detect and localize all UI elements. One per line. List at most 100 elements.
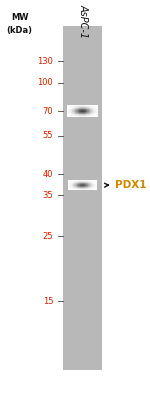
Bar [80,107,81,108]
Bar [78,105,79,106]
Bar [76,105,77,106]
Bar [72,107,73,108]
Bar [87,114,88,115]
Bar [71,106,72,107]
Bar [67,115,68,116]
Bar [83,110,84,111]
Bar [76,115,77,116]
Bar [87,112,88,113]
Bar [79,110,80,111]
Bar [86,114,87,115]
Bar [75,106,76,107]
Bar [78,111,79,112]
Bar [91,111,92,112]
Bar [85,111,86,112]
Bar [89,106,90,107]
Bar [72,113,73,114]
Bar [94,105,95,106]
Bar [77,116,78,117]
Bar [76,112,77,113]
Bar [68,108,69,109]
Bar [87,110,88,111]
Bar [90,111,91,112]
Bar [93,112,94,113]
Bar [83,116,84,117]
Bar [92,108,93,109]
Bar [91,115,92,116]
Bar [91,105,92,106]
Bar [74,112,75,113]
Bar [75,113,76,114]
Bar [89,108,90,109]
Bar [86,106,87,107]
Text: 55: 55 [43,132,53,140]
Bar [82,106,83,107]
Bar [73,105,74,106]
Bar [95,114,96,115]
Bar [87,115,88,116]
Bar [77,107,78,108]
Bar [82,109,83,110]
Bar [73,115,74,116]
Bar [95,110,96,111]
Bar [78,112,79,113]
Bar [75,111,76,112]
Bar [93,110,94,111]
Bar [76,113,77,114]
Bar [74,116,75,117]
Bar [77,110,78,111]
Bar [77,105,78,106]
Bar [68,115,69,116]
Bar [81,116,82,117]
Bar [86,109,87,110]
Bar [76,107,77,108]
Bar [79,113,80,114]
Bar [97,105,98,106]
Bar [93,109,94,110]
Bar [68,111,69,112]
Bar [63,26,102,370]
Bar [84,112,85,113]
Bar [87,109,88,110]
Bar [80,105,81,106]
Bar [73,116,74,117]
Bar [69,109,70,110]
Bar [67,106,68,107]
Text: MW: MW [11,13,28,22]
Bar [70,105,71,106]
Bar [84,115,85,116]
Bar [82,107,83,108]
Bar [73,110,74,111]
Bar [81,105,82,106]
Bar [80,114,81,115]
Text: AsPC-1: AsPC-1 [78,4,88,38]
Bar [67,109,68,110]
Bar [74,115,75,116]
Bar [72,106,73,107]
Bar [67,107,68,108]
Bar [72,116,73,117]
Bar [95,111,96,112]
Bar [71,112,72,113]
Bar [92,114,93,115]
Bar [83,114,84,115]
Bar [73,109,74,110]
Bar [79,111,80,112]
Bar [89,113,90,114]
Bar [85,109,86,110]
Bar [91,114,92,115]
Bar [72,114,73,115]
Bar [94,114,95,115]
Bar [78,115,79,116]
Bar [97,115,98,116]
Bar [83,115,84,116]
Bar [74,107,75,108]
Bar [92,111,93,112]
Bar [89,109,90,110]
Bar [85,110,86,111]
Bar [72,112,73,113]
Text: 130: 130 [37,57,53,65]
Bar [88,110,89,111]
Bar [77,109,78,110]
Bar [78,108,79,109]
